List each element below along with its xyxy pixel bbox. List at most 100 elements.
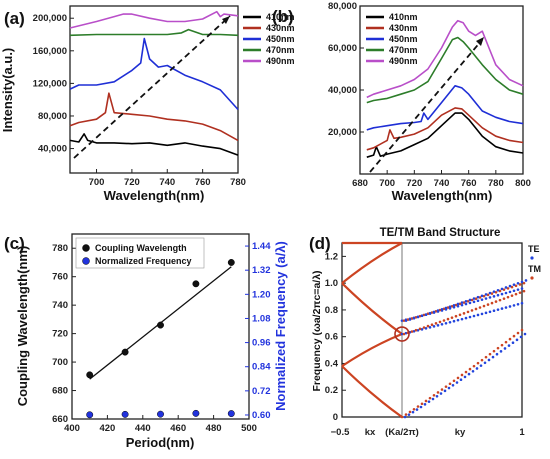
legend-label: 490nm — [389, 56, 418, 66]
legend-label: 410nm — [266, 12, 295, 22]
tm-band-point — [419, 405, 423, 409]
tm-band-point — [432, 325, 436, 328]
tm-band-point — [492, 309, 496, 313]
tm-band-point — [519, 335, 523, 339]
x-tick-label: 460 — [170, 423, 186, 434]
tm-band-point — [404, 319, 408, 322]
legend-label: Normalized Frequency — [95, 256, 192, 266]
panel-d-y-label: Frequency (ωa/2πc=a/λ) — [311, 270, 323, 391]
y-tick-label: 0.8 — [325, 305, 338, 316]
legend-label: TE — [528, 244, 540, 254]
tm-band-point — [504, 306, 508, 309]
legend-label: 490nm — [266, 56, 295, 66]
legend-dot — [530, 256, 534, 260]
panel-c-series — [86, 259, 235, 419]
tm-band-point — [511, 341, 515, 345]
te-band-point — [474, 297, 478, 301]
te-band-point — [416, 405, 420, 408]
te-band-point — [432, 393, 436, 397]
te-band-point — [442, 307, 446, 311]
point-Normalized Frequency — [227, 410, 235, 418]
tm-band-point — [407, 413, 411, 416]
te-band-point — [404, 413, 408, 416]
y-tick-label: 740 — [52, 300, 68, 311]
y-tick-label: 160,000 — [33, 46, 67, 57]
y-tick-label: 60,000 — [328, 43, 357, 54]
y-tick-label: 120,000 — [33, 78, 67, 89]
y-tick-label: 200,000 — [33, 13, 67, 24]
series-line-410nm — [366, 112, 524, 158]
tm-band-point — [416, 329, 420, 332]
y-tick-label: 80,000 — [328, 1, 357, 12]
series-line-450nm — [366, 85, 524, 131]
tm-band-point — [512, 283, 516, 286]
tm-band-point — [480, 312, 484, 316]
panel-b-trend-arrowhead — [476, 37, 484, 46]
x-tick-label: −0.5 — [331, 427, 350, 438]
y-right-tick-label: 1.32 — [252, 265, 271, 276]
te-band-point — [514, 284, 518, 288]
te-band-point — [506, 287, 510, 290]
te-band-point — [462, 312, 466, 315]
tm-band-point — [520, 280, 524, 284]
tm-band-point — [500, 307, 504, 310]
panel-d-title: TE/TM Band Structure — [380, 227, 501, 239]
y-right-tick-label: 0.96 — [252, 338, 271, 349]
panel-c-y-label: Coupling Wavelength(nm) — [15, 246, 30, 407]
y-tick-label: 40,000 — [328, 85, 357, 96]
te-band-point — [502, 297, 506, 300]
series-line-470nm — [366, 36, 524, 104]
te-band-point — [420, 402, 424, 406]
te-band-point — [400, 415, 404, 419]
tm-band-point — [507, 344, 511, 347]
y-right-tick-label: 0.60 — [252, 410, 271, 421]
te-band-point — [428, 396, 432, 400]
x-tick-label: 420 — [99, 423, 115, 434]
y-tick-label: 0 — [333, 412, 338, 423]
te-band-point — [484, 355, 488, 359]
series-line-430nm — [366, 107, 524, 151]
point-Coupling Wavelength — [227, 259, 235, 266]
y-tick-label: 80,000 — [38, 111, 67, 122]
tm-band-point — [443, 389, 447, 393]
te-band-point — [520, 328, 524, 332]
tm-band-point — [432, 310, 436, 314]
x-tick-label: 680 — [352, 178, 368, 189]
tm-band-point — [508, 305, 512, 308]
panel-c: (c) 400 420 440 460 480 500 660 680 700 720 740 760… — [4, 233, 288, 450]
te-band-point — [458, 302, 462, 306]
series-line-490nm — [366, 19, 524, 99]
tm-band-point — [476, 313, 480, 317]
y-tick-label: 40,000 — [38, 144, 67, 155]
panel-c-plot-frame — [71, 233, 250, 420]
x-tick-label: 480 — [206, 423, 222, 434]
tm-band-point — [427, 400, 431, 403]
y-tick-label: 720 — [52, 329, 68, 340]
panel-c-letter: (c) — [4, 234, 25, 253]
te-band-point — [498, 298, 502, 302]
tm-band-point — [452, 319, 456, 323]
tm-band-point — [403, 415, 407, 419]
y-right-tick-label: 1.20 — [252, 289, 271, 300]
te-band-point — [466, 299, 470, 303]
x-tick-label: 720 — [406, 178, 422, 189]
te-band-point — [406, 318, 410, 321]
tm-band-point — [444, 306, 448, 310]
tm-band-point — [492, 295, 496, 298]
tm-band-point — [480, 298, 484, 301]
x-tick-label: 760 — [461, 178, 477, 189]
tm-band-point — [423, 403, 427, 406]
x-tick-label: 740 — [159, 177, 175, 188]
te-band-point — [454, 314, 458, 318]
panel-b-trend-arrow — [369, 39, 483, 173]
te-band-point — [450, 305, 454, 308]
tm-band-point — [488, 291, 492, 295]
tm-band-point — [455, 381, 459, 384]
tm-band-point — [472, 300, 476, 304]
te-band-point — [470, 298, 474, 302]
panel-d-ticks: 0 0.2 0.4 0.6 0.8 1.0 1.2 −0.5 kx (Ka/2π) ky 1 — [325, 243, 525, 438]
legend-box — [75, 237, 205, 269]
tm-band-point — [412, 329, 416, 333]
